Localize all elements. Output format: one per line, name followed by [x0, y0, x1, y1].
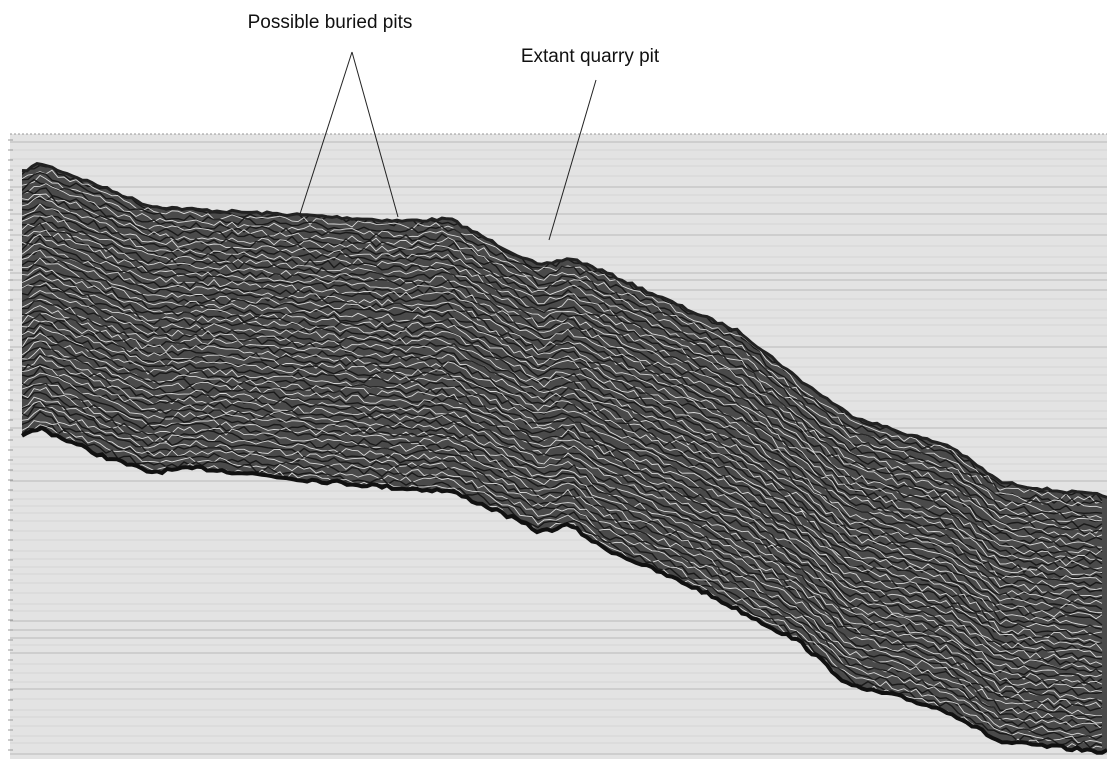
annotation-label: Extant quarry pit: [521, 46, 660, 67]
annotation-label: Possible buried pits: [248, 12, 413, 33]
radargram-figure: Possible buried pits Extant quarry pit: [0, 0, 1107, 759]
